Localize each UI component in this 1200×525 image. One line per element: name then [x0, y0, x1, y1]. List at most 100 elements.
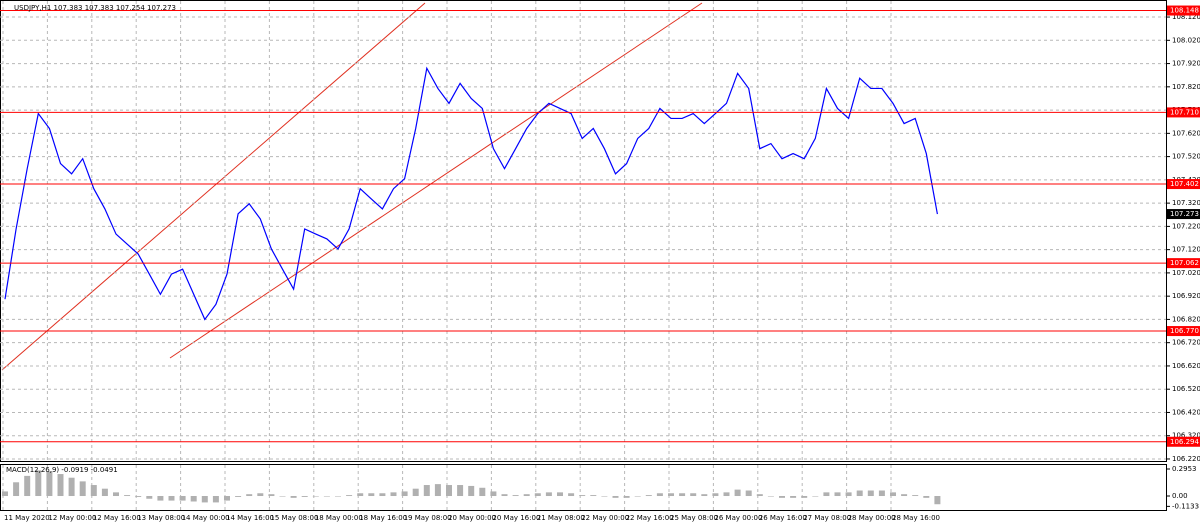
macd-bar — [890, 492, 896, 497]
x-tick-label: 25 May 08:00 — [670, 514, 718, 522]
y-tick-label: 107.120 — [1172, 246, 1200, 254]
macd-bar — [923, 496, 930, 498]
macd-bar — [523, 494, 530, 497]
y-tick-label: 0.00 — [1172, 492, 1188, 500]
macd-bar — [401, 491, 408, 497]
x-tick-label: 26 May 00:00 — [714, 514, 762, 522]
x-tick-label: 22 May 16:00 — [626, 514, 674, 522]
macd-bar — [468, 485, 475, 497]
macd-bar — [801, 496, 808, 498]
macd-bar — [867, 490, 874, 497]
macd-bar — [24, 475, 31, 497]
y-tick-label: 106.920 — [1172, 292, 1200, 300]
macd-bar — [46, 471, 53, 497]
macd-bar — [878, 490, 885, 497]
macd-bar — [201, 496, 208, 503]
macd-bar — [379, 493, 386, 497]
macd-bar — [734, 489, 741, 497]
level-tag — [1167, 258, 1200, 269]
macd-bar — [812, 496, 819, 497]
macd-bar — [423, 485, 430, 497]
macd-bar — [834, 492, 841, 497]
macd-bar — [390, 492, 397, 497]
price-label: 107.273 — [1170, 210, 1199, 218]
macd-bar — [668, 493, 674, 497]
macd-bar — [457, 485, 464, 497]
macd-bar — [612, 496, 619, 498]
macd-bar — [579, 495, 586, 497]
level-label: 106.294 — [1170, 438, 1199, 446]
price-line — [4, 66, 938, 321]
x-tick-label: 20 May 00:00 — [448, 514, 496, 522]
macd-bar — [346, 495, 353, 497]
x-tick-label: 12 May 00:00 — [48, 514, 96, 522]
x-tick-label: 26 May 16:00 — [759, 514, 807, 522]
y-tick-label: 107.220 — [1172, 222, 1200, 230]
macd-bar — [257, 493, 264, 497]
macd-bar — [190, 496, 197, 502]
macd-bar — [168, 496, 175, 501]
trend-line — [1, 2, 426, 371]
level-label: 107.062 — [1170, 259, 1199, 267]
macd-bar — [501, 494, 508, 497]
x-tick-label: 22 May 00:00 — [581, 514, 629, 522]
x-tick-label: 12 May 16:00 — [93, 514, 141, 522]
x-tick-label: 27 May 08:00 — [803, 514, 851, 522]
macd-bar — [790, 496, 797, 498]
macd-bar — [901, 494, 908, 497]
macd-bar — [335, 496, 341, 497]
macd-bar — [656, 493, 663, 497]
macd-bar — [545, 492, 552, 497]
y-tick-label: 107.520 — [1172, 153, 1200, 161]
macd-bar — [712, 493, 719, 497]
chart-title: USDJPY,H1 107.383 107.383 107.254 107.27… — [14, 4, 176, 12]
macd-bar — [512, 495, 519, 497]
macd-bar — [912, 495, 919, 497]
macd-bar — [756, 494, 763, 497]
macd-bar — [68, 477, 75, 497]
macd-bar — [934, 496, 941, 505]
macd-bar — [35, 470, 42, 497]
y-tick-label: 106.820 — [1172, 315, 1200, 323]
level-label: 107.402 — [1170, 180, 1199, 188]
macd-bar — [823, 492, 830, 497]
level-tag — [1167, 326, 1200, 337]
macd-bar — [690, 493, 697, 497]
y-tick-label: 107.020 — [1172, 269, 1200, 277]
macd-bar — [590, 495, 597, 497]
macd-bar — [135, 496, 142, 497]
macd-bar — [601, 496, 608, 497]
x-tick-label: 18 May 00:00 — [315, 514, 363, 522]
macd-bar — [479, 487, 486, 497]
level-label: 106.770 — [1170, 327, 1199, 335]
macd-bar — [13, 482, 20, 497]
trend-line — [169, 2, 703, 359]
y-tick-label: 107.920 — [1172, 60, 1200, 68]
macd-bar — [157, 496, 164, 501]
macd-bar — [90, 485, 97, 497]
macd-bar — [279, 496, 286, 497]
y-tick-label: 107.320 — [1172, 199, 1200, 207]
level-label: 107.710 — [1170, 108, 1199, 116]
x-tick-label: 13 May 08:00 — [137, 514, 185, 522]
macd-bar — [290, 496, 297, 498]
y-tick-label: 107.620 — [1172, 129, 1200, 137]
macd-bar — [357, 493, 364, 497]
level-tag — [1167, 107, 1200, 118]
macd-bar — [312, 496, 319, 497]
macd-bar — [235, 496, 242, 497]
macd-bar — [212, 496, 219, 503]
macd-frame — [0, 464, 1167, 511]
main-frame — [0, 0, 1167, 462]
level-tag — [1167, 436, 1200, 447]
macd-bar — [856, 490, 863, 497]
macd-bar — [623, 496, 630, 498]
x-tick-label: 28 May 16:00 — [892, 514, 940, 522]
macd-bar — [179, 496, 186, 501]
macd-bar — [446, 485, 452, 497]
price-tag — [1167, 209, 1200, 220]
macd-bar — [745, 490, 752, 497]
x-tick-label: 19 May 08:00 — [404, 514, 452, 522]
x-tick-label: 20 May 16:00 — [492, 514, 540, 522]
macd-bar — [534, 493, 541, 497]
